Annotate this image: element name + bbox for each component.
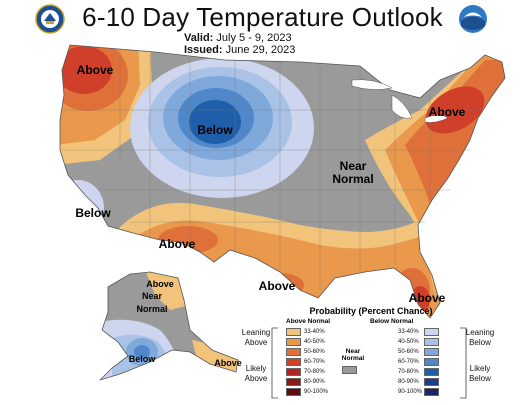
- label-northwest: Above: [76, 63, 114, 77]
- label-alaska-center: Near Normal: [136, 291, 168, 314]
- label-alaska-south: Below: [128, 354, 156, 364]
- label-california: Below: [75, 206, 111, 220]
- legend-above-range-label: 90-100%: [304, 389, 329, 395]
- legend-above-range-label: 60-70%: [304, 359, 325, 365]
- label-alaska-north: Above: [146, 279, 174, 289]
- legend-above-header: Above Normal: [286, 318, 331, 325]
- noaa-logo-icon: [458, 4, 488, 34]
- legend-above-swatch: [286, 358, 301, 366]
- legend-below-swatch: [424, 358, 439, 366]
- legend-below-swatch: [424, 338, 439, 346]
- legend-below-swatch: [424, 328, 439, 336]
- legend-above-swatch: [286, 328, 301, 336]
- legend-below-range-label: 90-100%: [398, 389, 423, 395]
- legend-near-header: Near Normal: [341, 348, 365, 362]
- issued-date: June 29, 2023: [225, 44, 296, 56]
- label-florida: Above: [408, 291, 446, 305]
- page-title: 6-10 Day Temperature Outlook: [82, 2, 443, 32]
- legend-leaning-above: Leaning Above: [241, 328, 271, 347]
- legend-below-range-label: 70-80%: [398, 369, 419, 375]
- label-gulf: Above: [258, 279, 296, 293]
- label-near-normal-center: Near Normal: [332, 159, 374, 186]
- commerce-seal-icon: [35, 4, 65, 34]
- legend-below-swatch: [424, 388, 439, 396]
- valid-label: Valid:: [184, 32, 214, 44]
- valid-line: Valid: July 5 - 9, 2023: [184, 32, 292, 44]
- label-alaska-east: Above: [214, 358, 242, 368]
- label-northeast: Above: [428, 105, 466, 119]
- legend-below-range-label: 80-90%: [398, 379, 419, 385]
- legend-above-swatch: [286, 348, 301, 356]
- issued-label: Issued:: [184, 44, 223, 56]
- legend-likely-above: Likely Above: [244, 364, 268, 383]
- legend-likely-below: Likely Below: [469, 364, 491, 383]
- legend-below-range-label: 50-60%: [398, 349, 419, 355]
- legend-below-swatch: [424, 348, 439, 356]
- issued-line: Issued: June 29, 2023: [184, 44, 295, 56]
- legend-above-range-label: 80-90%: [304, 379, 325, 385]
- legend-near-swatch: [342, 366, 357, 374]
- legend-above-swatch: [286, 338, 301, 346]
- label-southwest: Above: [158, 237, 196, 251]
- label-north-central: Below: [197, 123, 233, 137]
- legend-above-swatch: [286, 388, 301, 396]
- legend-above-range-label: 40-50%: [304, 339, 325, 345]
- legend-title: Probability (Percent Chance): [309, 306, 433, 316]
- legend-above-swatch: [286, 368, 301, 376]
- legend-above-range-label: 70-80%: [304, 369, 325, 375]
- legend-above-range-label: 50-60%: [304, 349, 325, 355]
- legend-above-range-label: 33-40%: [304, 329, 325, 335]
- legend-above-swatch: [286, 378, 301, 386]
- legend-below-range-label: 33-40%: [398, 329, 419, 335]
- valid-dates: July 5 - 9, 2023: [216, 32, 292, 44]
- legend-below-range-label: 60-70%: [398, 359, 419, 365]
- legend-below-swatch: [424, 368, 439, 376]
- legend-below-swatch: [424, 378, 439, 386]
- legend-below-header: Below Normal: [370, 318, 414, 325]
- legend-leaning-below: Leaning Below: [465, 328, 495, 347]
- legend-below-range-label: 40-50%: [398, 339, 419, 345]
